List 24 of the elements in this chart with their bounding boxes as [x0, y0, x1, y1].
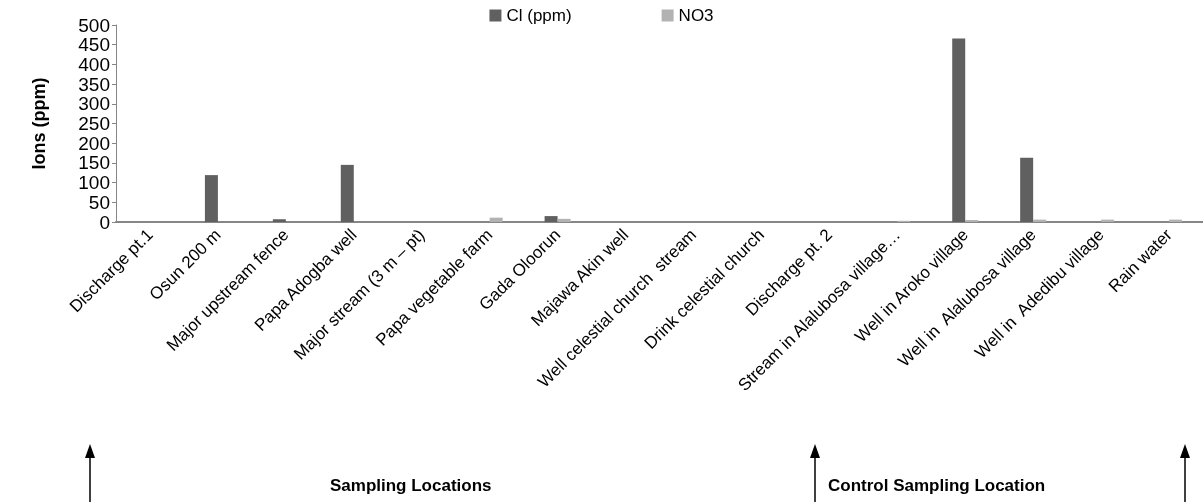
y-tick-label: 0 — [99, 211, 110, 233]
legend-label: Cl (ppm) — [506, 6, 572, 25]
y-tick-label: 400 — [78, 53, 110, 75]
y-tick-label: 500 — [78, 14, 110, 36]
x-axis-title: Sampling Locations — [330, 476, 492, 495]
y-tick-label: 450 — [78, 34, 110, 56]
y-tick-label: 150 — [78, 152, 110, 174]
text: Control Sampling Location — [828, 476, 1046, 495]
bar — [1020, 157, 1034, 222]
y-axis-title: Ions (ppm) — [29, 77, 49, 170]
y-tick-label: 100 — [78, 172, 110, 194]
y-tick-label: 200 — [78, 132, 110, 154]
bar — [489, 217, 503, 222]
y-tick-label: 250 — [78, 113, 110, 134]
bar — [340, 164, 354, 222]
bar — [544, 216, 558, 222]
bar — [952, 38, 966, 222]
legend-label: NO3 — [678, 6, 714, 25]
bar — [204, 175, 218, 222]
y-tick-label: 300 — [78, 93, 110, 115]
bar — [557, 218, 571, 222]
y-tick-label: 50 — [88, 191, 110, 213]
y-tick-label: 350 — [78, 73, 110, 95]
bar — [272, 219, 286, 222]
